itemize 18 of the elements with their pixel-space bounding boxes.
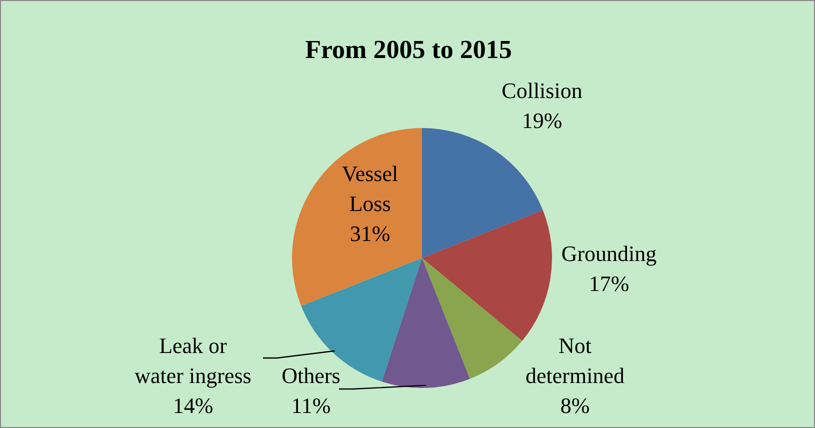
slice-label: Vessel Loss: [342, 161, 398, 216]
data-label: 31%: [350, 221, 390, 246]
pie-slice: [422, 128, 543, 258]
chart-title: From 2005 to 2015: [304, 35, 513, 65]
slice-label: Others: [282, 363, 340, 388]
data-label: 8%: [560, 393, 590, 418]
pie-slice: [422, 210, 552, 341]
pie-slice: [292, 128, 422, 306]
data-label: 14%: [172, 393, 214, 418]
slice-label: Not determined: [526, 333, 624, 388]
data-label: 17%: [588, 271, 630, 296]
data-label: 19%: [522, 108, 562, 133]
pie-slice: [422, 258, 522, 379]
slice-label: Collision: [502, 78, 582, 103]
pie-slice: [382, 258, 470, 388]
slice-label: Grounding: [561, 241, 657, 266]
slice-label: Leak or water ingress: [134, 333, 252, 388]
data-label: 11%: [291, 393, 331, 418]
